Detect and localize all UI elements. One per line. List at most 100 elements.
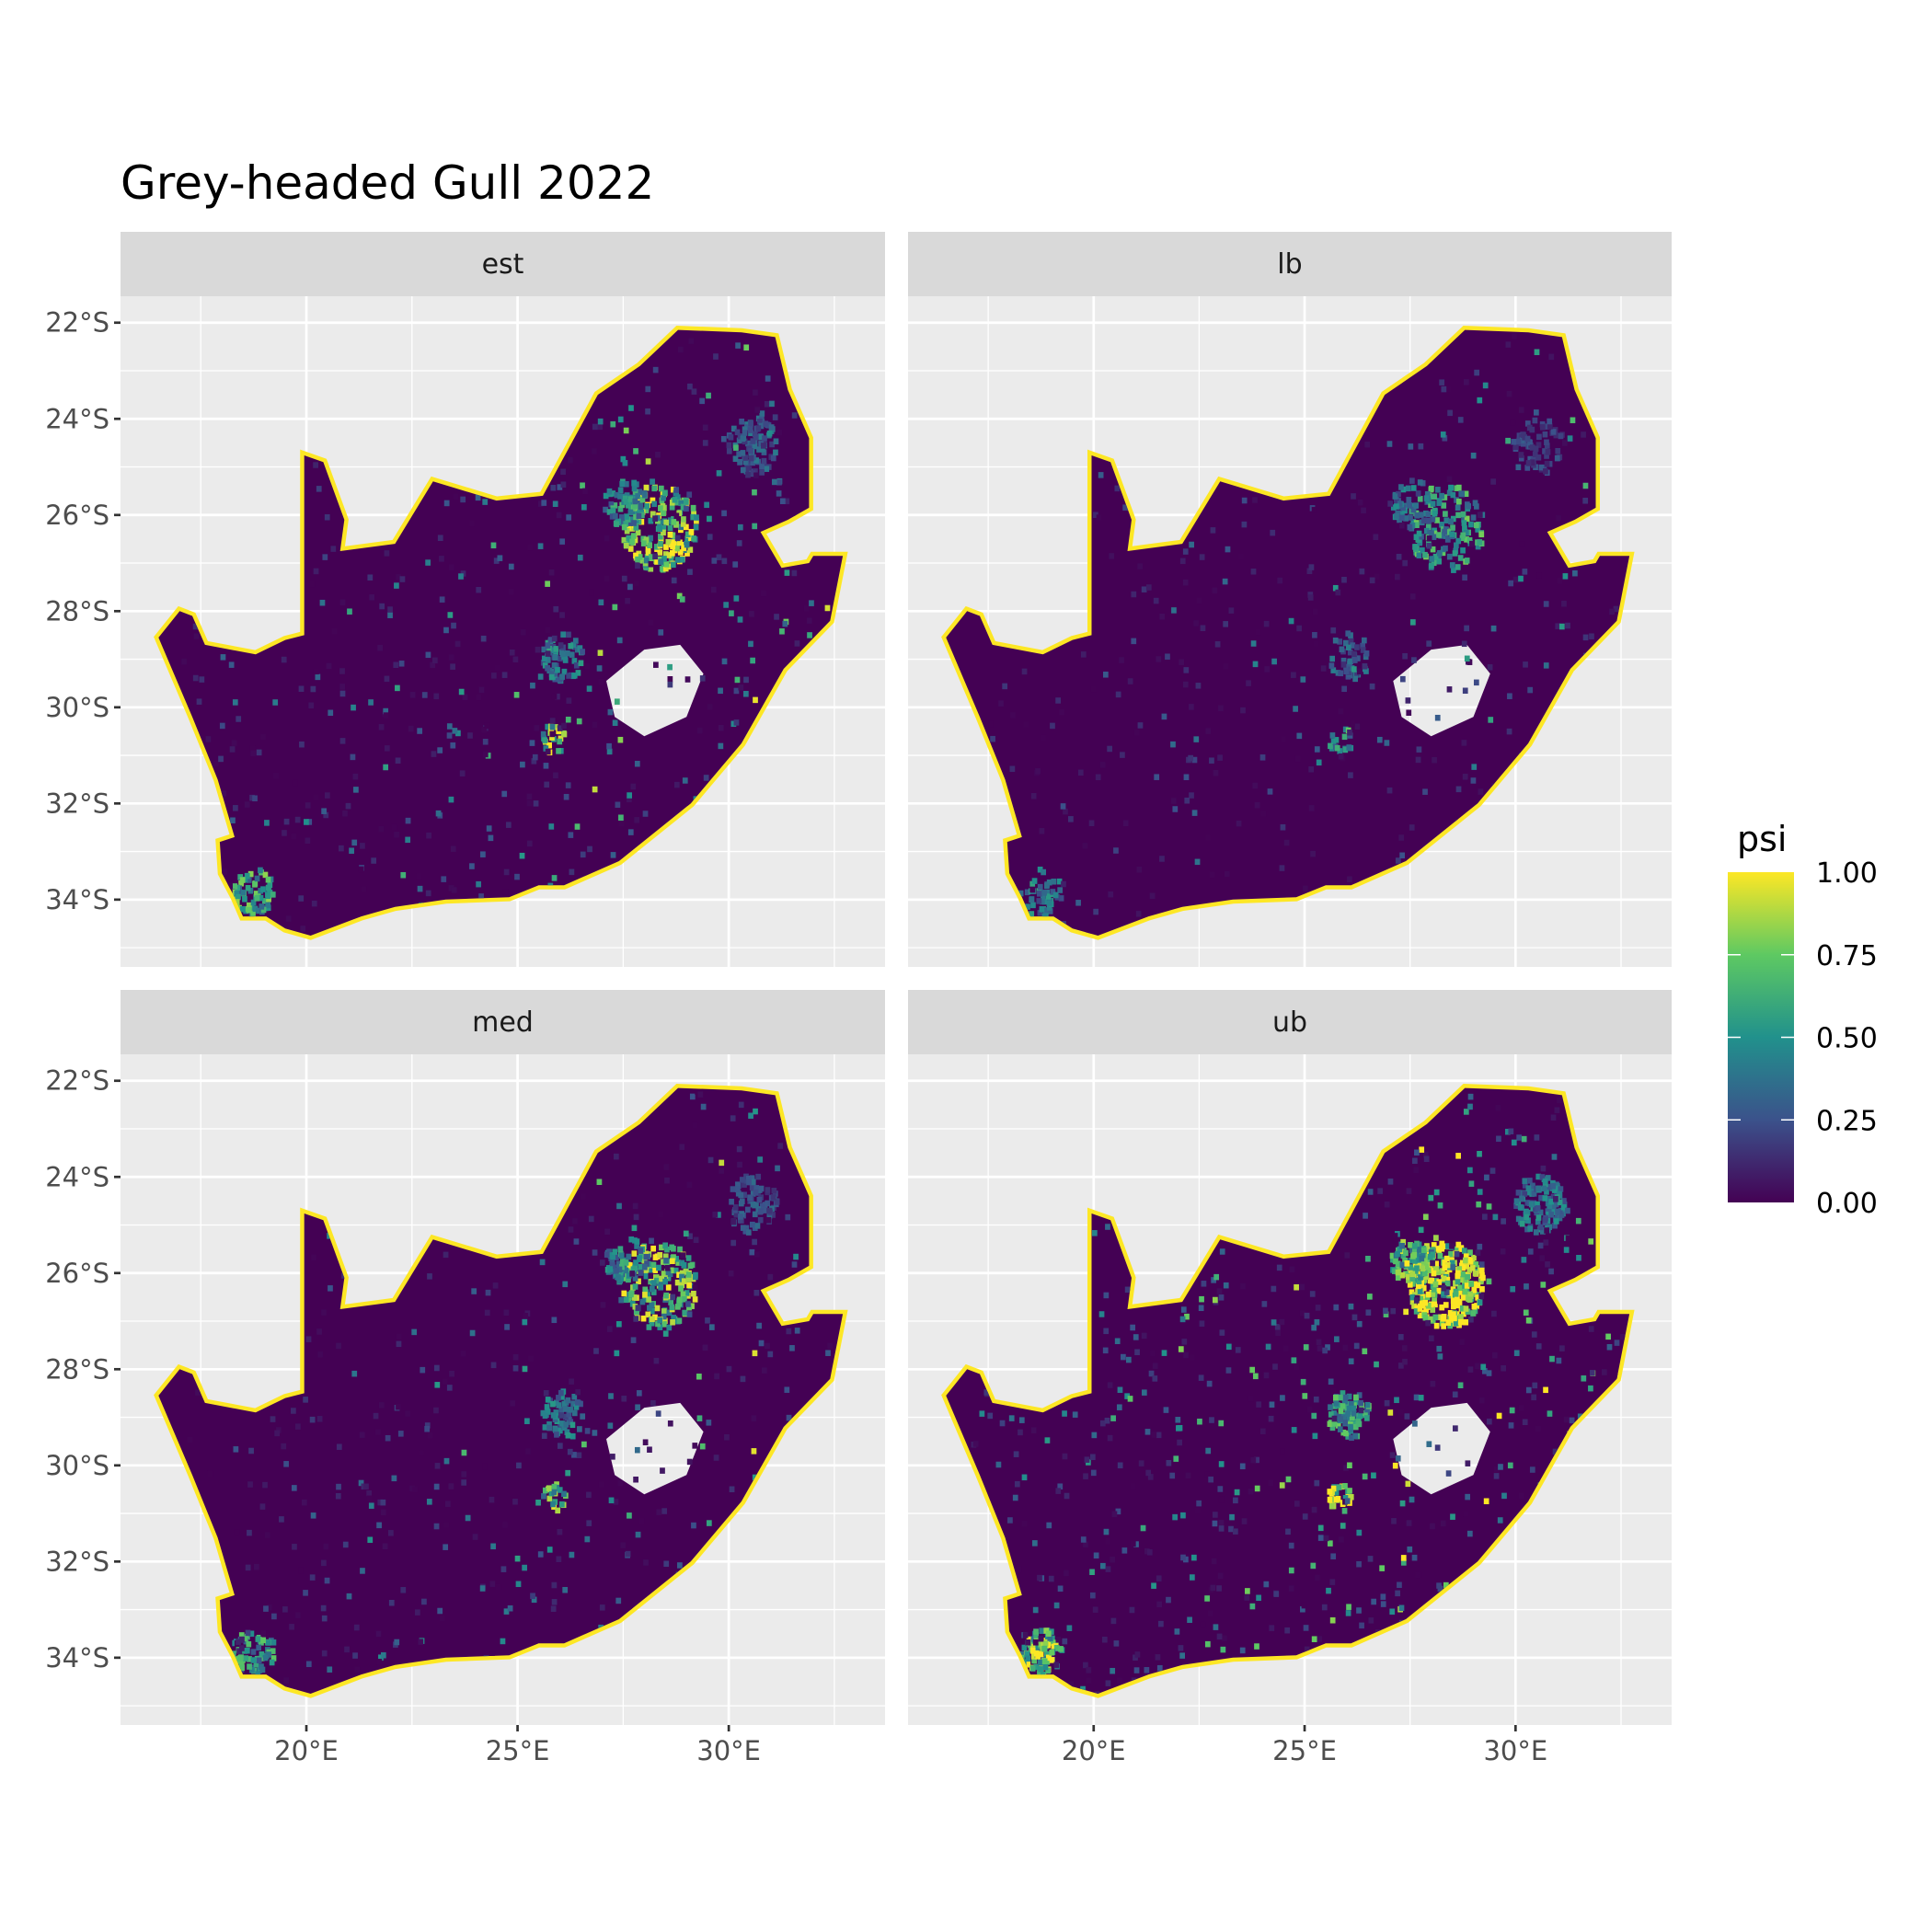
raster-cell <box>1517 1204 1524 1211</box>
raster-cell <box>1191 810 1198 816</box>
raster-cell <box>746 1179 752 1186</box>
raster-cell <box>1117 1386 1123 1394</box>
raster-cell <box>530 1593 535 1600</box>
x-tick-label: 30°E <box>1483 1735 1547 1766</box>
raster-cell <box>1184 1313 1190 1320</box>
raster-cell <box>682 777 688 784</box>
raster-cell <box>482 751 489 758</box>
raster-cell <box>1426 1441 1432 1447</box>
raster-cell <box>744 1206 751 1213</box>
raster-cell <box>1269 1625 1275 1631</box>
raster-cell <box>1407 1282 1413 1288</box>
raster-cell <box>755 1173 762 1180</box>
raster-cell <box>1021 1474 1028 1481</box>
raster-cell <box>690 513 696 521</box>
raster-cell <box>1479 1286 1485 1293</box>
raster-cell <box>396 1403 401 1410</box>
raster-cell <box>234 891 240 897</box>
raster-cell <box>1430 1523 1435 1530</box>
raster-cell <box>320 1604 327 1612</box>
raster-cell <box>260 906 267 914</box>
raster-cell <box>612 1248 618 1255</box>
raster-cell <box>662 489 668 496</box>
raster-cell <box>652 1267 658 1273</box>
raster-cell <box>1283 839 1290 846</box>
raster-cell <box>1314 746 1320 753</box>
raster-cell <box>1288 1567 1294 1574</box>
raster-cell <box>1256 1594 1261 1602</box>
raster-cell <box>1337 1426 1343 1432</box>
raster-cell <box>439 596 445 603</box>
raster-cell <box>1455 537 1462 545</box>
raster-cell <box>396 574 402 581</box>
raster-cell <box>559 1394 565 1400</box>
raster-cell <box>1356 1420 1363 1428</box>
raster-cell <box>772 414 778 420</box>
raster-cell <box>1340 1390 1346 1397</box>
raster-cell <box>240 890 247 896</box>
raster-cell <box>578 1400 583 1408</box>
raster-cell <box>1233 1528 1238 1535</box>
raster-cell <box>699 675 706 682</box>
raster-cell <box>607 1252 614 1259</box>
raster-cell <box>387 606 393 613</box>
raster-cell <box>1264 666 1271 673</box>
raster-cell <box>621 1396 627 1402</box>
raster-cell <box>618 820 625 827</box>
raster-cell <box>366 1495 373 1502</box>
raster-cell <box>1299 1283 1305 1291</box>
raster-cell <box>414 1609 420 1616</box>
raster-cell <box>316 486 322 492</box>
raster-cell <box>1420 1265 1426 1272</box>
raster-cell <box>1420 1252 1426 1259</box>
raster-cell <box>551 1483 558 1490</box>
raster-cell <box>686 1311 693 1317</box>
raster-cell <box>316 1416 323 1422</box>
raster-cell <box>1560 1198 1567 1205</box>
raster-cell <box>503 868 510 876</box>
raster-cell <box>541 646 547 653</box>
raster-cell <box>1246 680 1251 686</box>
raster-cell <box>1342 1394 1349 1401</box>
raster-cell <box>620 455 627 463</box>
raster-cell <box>1414 1265 1420 1271</box>
raster-cell <box>1176 1425 1181 1432</box>
raster-cell <box>658 534 663 540</box>
raster-cell <box>408 725 414 732</box>
raster-cell <box>766 430 773 437</box>
raster-cell <box>1029 1648 1036 1654</box>
raster-cell <box>631 1225 638 1232</box>
raster-cell <box>758 1185 765 1192</box>
raster-cell <box>742 430 748 436</box>
raster-cell <box>650 478 655 485</box>
raster-cell <box>648 535 653 542</box>
raster-cell <box>642 1292 648 1298</box>
raster-cell <box>824 604 831 612</box>
raster-cell <box>1535 1201 1540 1208</box>
raster-cell <box>458 573 464 580</box>
raster-cell <box>598 599 604 606</box>
raster-cell <box>375 1630 382 1638</box>
raster-cell <box>674 557 681 563</box>
raster-cell <box>1039 828 1045 834</box>
raster-cell <box>234 1529 240 1535</box>
raster-cell <box>568 642 574 650</box>
raster-cell <box>1199 1295 1204 1303</box>
raster-cell <box>1521 1135 1527 1143</box>
raster-cell <box>1425 511 1432 518</box>
raster-cell <box>443 1544 449 1550</box>
raster-cell <box>753 457 759 464</box>
raster-cell <box>1466 1296 1473 1303</box>
raster-cell <box>1033 1636 1040 1642</box>
raster-cell <box>1424 490 1431 498</box>
raster-cell <box>1399 1500 1406 1507</box>
raster-cell <box>1414 522 1420 528</box>
raster-cell <box>303 1590 308 1596</box>
raster-cell <box>623 1267 629 1274</box>
raster-cell <box>1163 1407 1169 1413</box>
raster-cell <box>1384 740 1390 746</box>
raster-cell <box>1356 1607 1362 1614</box>
raster-cell <box>615 1321 622 1328</box>
raster-cell <box>998 700 1004 707</box>
raster-cell <box>548 673 555 681</box>
